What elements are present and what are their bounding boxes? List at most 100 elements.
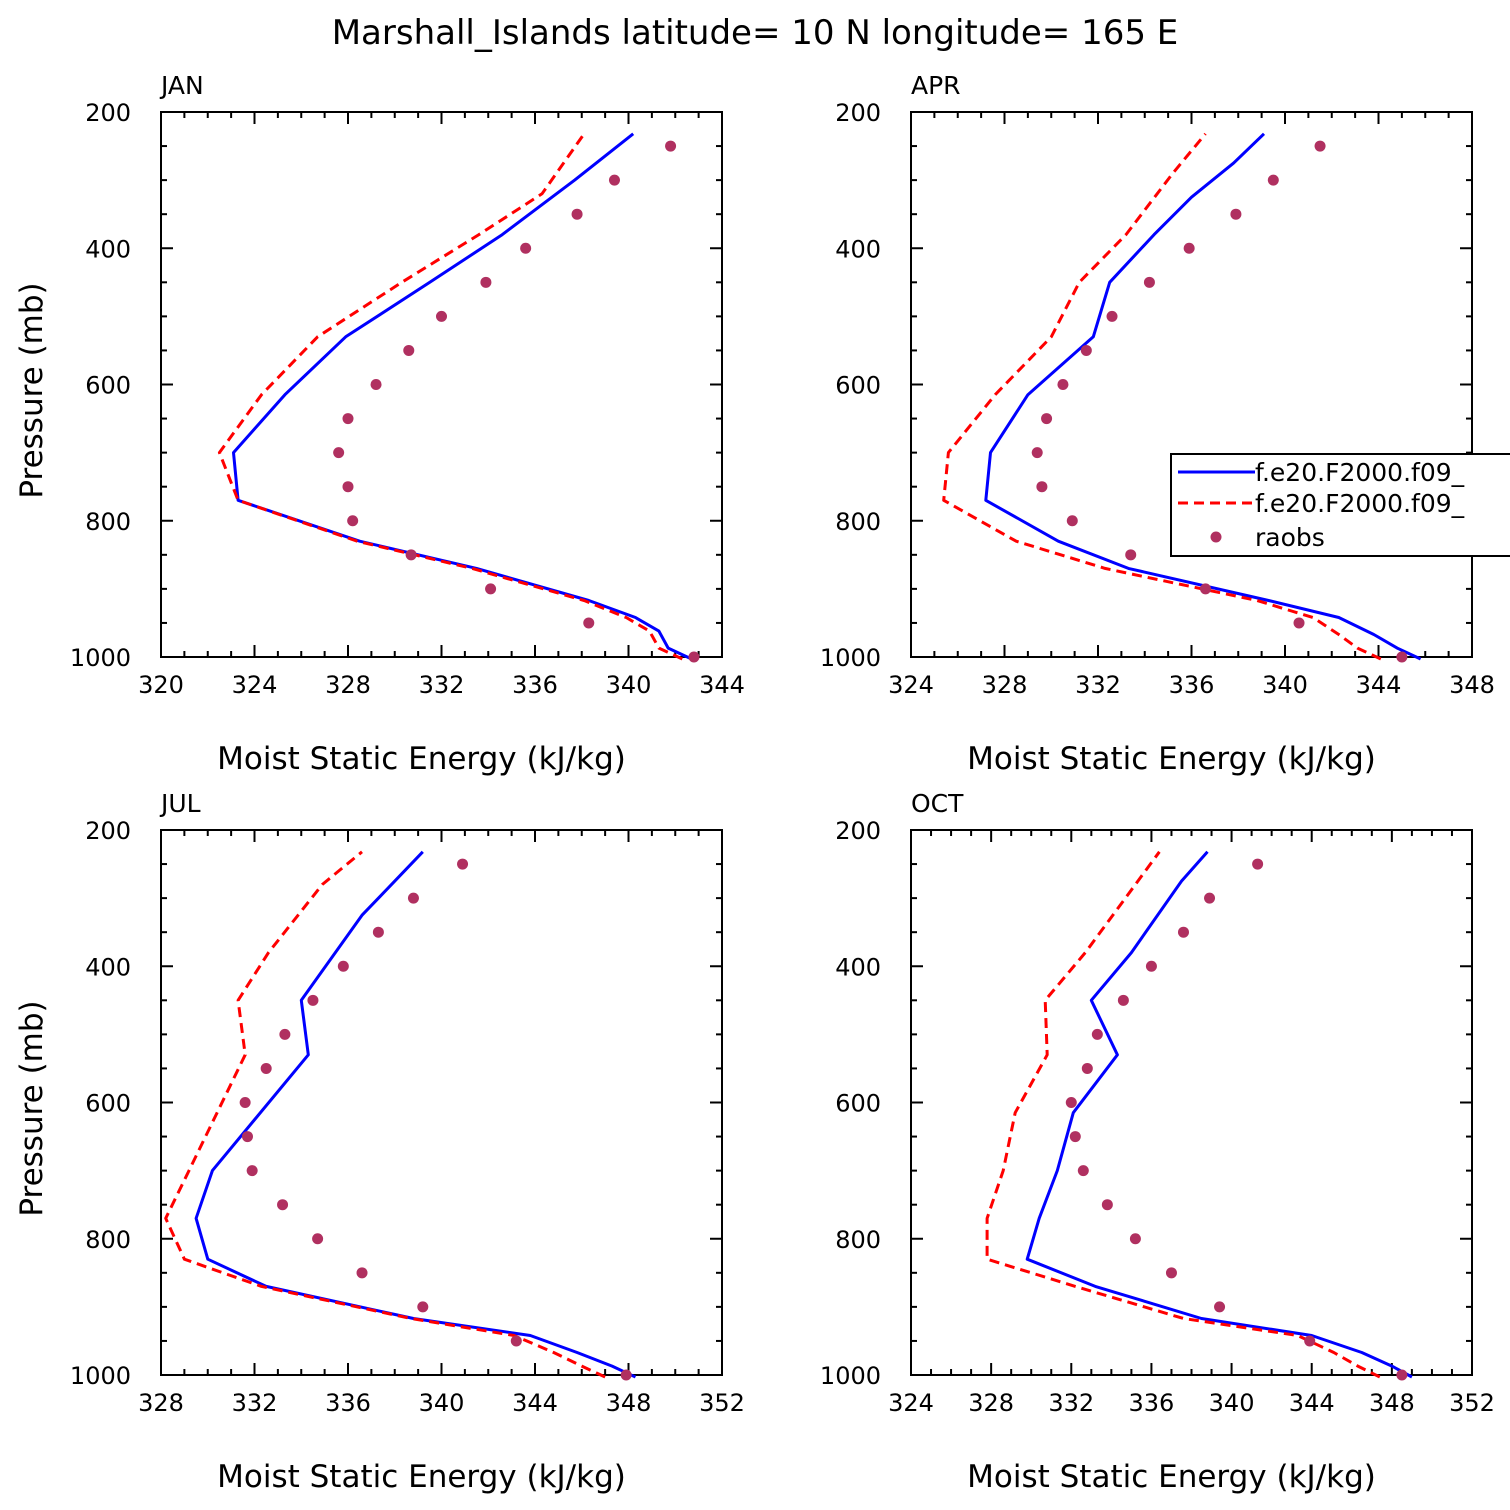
x-tick-label: 332 [232,1389,278,1417]
x-tick-label: 324 [888,671,934,699]
plot-frame [160,111,723,658]
x-tick-label: 328 [325,671,371,699]
legend: f.e20.F2000.f09_f.e20.F2000.f09_raobs [1170,453,1510,557]
raobs-point [1031,447,1043,459]
series-line-solid [232,132,693,661]
raobs-point [239,1097,251,1108]
x-tick-label: 336 [1129,1389,1175,1417]
raobs-point [337,960,349,972]
raobs-point [688,651,700,663]
raobs-point [1293,617,1305,629]
panel-label: APR [911,71,961,100]
series-line-dashed [164,850,606,1379]
raobs-point [1057,379,1069,390]
raobs-point [417,1301,429,1313]
panel-jan: JAN 320 324 328 332 336 340 344 200 400 600 800 1000… [14,71,745,777]
raobs-point [356,1267,368,1279]
y-tick-label: 1000 [820,644,881,672]
series-line-dashed [942,132,1382,661]
raobs-point [241,1131,253,1143]
raobs-point [279,1028,291,1040]
raobs-point [1143,276,1155,288]
y-tick-label: 400 [835,953,881,981]
legend-label: f.e20.F2000.f09_ [1255,489,1465,518]
x-tick-label: 344 [512,1389,558,1417]
raobs-point [1200,583,1212,595]
raobs-point [407,892,419,904]
raobs-point [1106,310,1118,322]
x-tick-label: 352 [1449,1389,1495,1417]
raobs-point [520,242,532,254]
x-tick-label: 344 [1289,1389,1335,1417]
raobs-point [1129,1233,1141,1245]
raobs-point [1081,1062,1093,1074]
raobs-point [1101,1199,1113,1211]
raobs-point [1077,1165,1089,1177]
x-tick-label: 324 [888,1389,934,1417]
raobs-point [665,140,677,152]
legend-label: f.e20.F2000.f09_ [1255,458,1465,487]
raobs-point [333,447,345,459]
panel-label: JAN [159,71,204,100]
x-tick-label: 328 [138,1389,184,1417]
raobs-point [1204,892,1216,904]
y-tick-label: 400 [85,953,131,981]
y-tick-label: 600 [85,1090,131,1118]
y-axis-label: Pressure (mb) [14,1000,50,1216]
x-tick-label: 344 [1356,671,1402,699]
raobs-point [1091,1028,1103,1040]
raobs-point [307,994,319,1006]
x-tick-label: 328 [968,1389,1014,1417]
y-tick-label: 200 [85,99,131,127]
y-tick-label: 400 [835,235,881,263]
raobs-point [246,1165,258,1177]
y-tick-label: 800 [835,508,881,536]
raobs-point [277,1199,289,1211]
y-tick-label: 600 [835,1090,881,1118]
raobs-point [1117,994,1129,1006]
x-axis-label: Moist Static Energy (kJ/kg) [217,741,626,777]
y-tick-label: 800 [85,1226,131,1254]
x-tick-label: 340 [1262,671,1308,699]
y-tick-label: 1000 [70,644,131,672]
y-tick-label: 200 [835,817,881,845]
y-tick-label: 600 [835,372,881,400]
x-tick-label: 340 [1209,1389,1255,1417]
raobs-point [485,583,497,595]
raobs-point [1065,1097,1077,1108]
x-tick-label: 324 [232,671,278,699]
x-tick-label: 332 [419,671,465,699]
raobs-point [1230,208,1242,220]
y-axis-label: Pressure (mb) [14,282,50,498]
y-tick-label: 200 [835,99,881,127]
y-tick-label: 600 [85,372,131,400]
x-tick-label: 336 [1169,671,1215,699]
raobs-point [1183,242,1195,254]
raobs-point [1267,174,1279,186]
panel-apr: APR 324 328 332 336 340 344 348 200 400 600 800 1000… [820,71,1510,777]
raobs-point [1041,413,1053,425]
raobs-point [403,344,415,356]
raobs-point [608,174,620,186]
raobs-point [480,276,492,288]
raobs-point [342,413,354,425]
raobs-point [1036,481,1048,493]
plot-frame [910,111,1473,658]
series-line-solid [194,850,637,1379]
raobs-point [342,481,354,493]
x-tick-label: 344 [699,671,745,699]
raobs-point [370,379,382,390]
raobs-point [583,617,595,629]
raobs-point [1069,1131,1081,1143]
x-axis-label: Moist Static Energy (kJ/kg) [217,1459,626,1495]
y-tick-label: 800 [85,508,131,536]
y-tick-label: 1000 [70,1362,131,1390]
raobs-point [312,1233,324,1245]
y-tick-label: 1000 [820,1362,881,1390]
raobs-point [1125,549,1137,561]
raobs-point [1177,926,1189,938]
raobs-point [372,926,384,938]
raobs-point [260,1062,272,1074]
x-tick-label: 332 [1075,671,1121,699]
raobs-point [1165,1267,1177,1279]
